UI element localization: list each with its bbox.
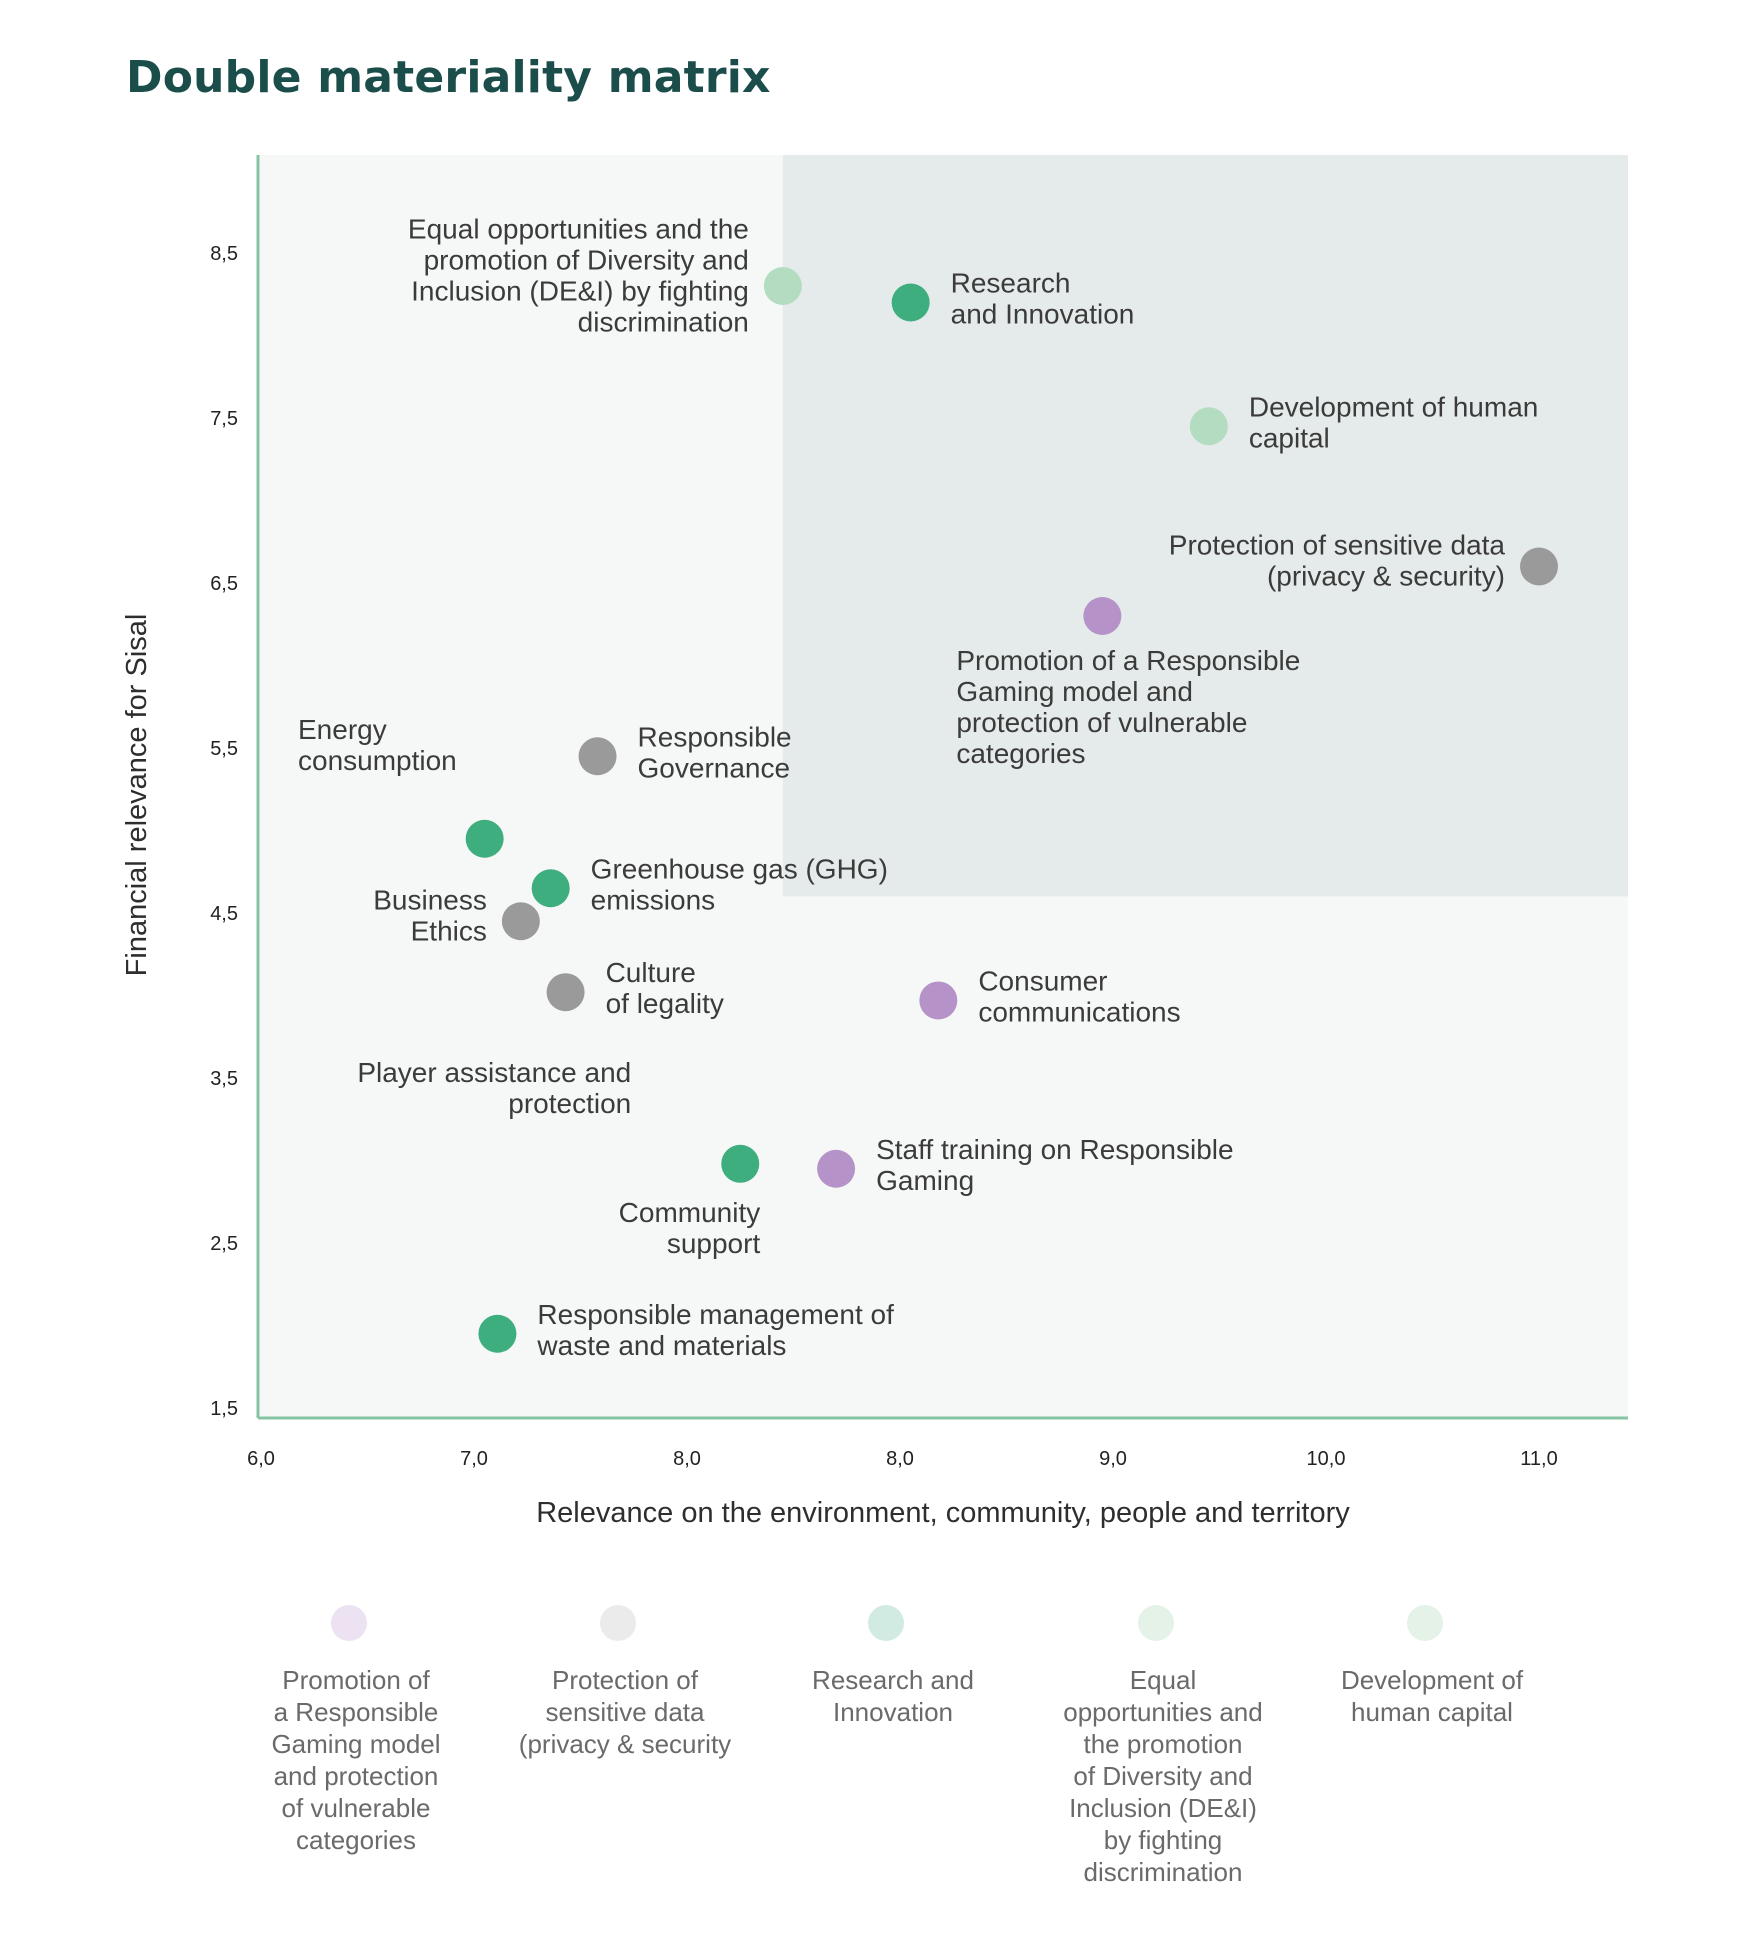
point-player-assistance <box>721 1144 760 1183</box>
legend-label: Promotion of a Responsible Gaming model … <box>271 1665 441 1855</box>
point-sensitive-data <box>1520 547 1558 586</box>
point-label-line: (privacy & security) <box>1267 561 1505 592</box>
point-label-line: protection <box>508 1088 631 1119</box>
point-label-sensitive-data: Protection of sensitive data (privacy & s… <box>1169 530 1506 592</box>
y-tick-label: 4,5 <box>210 903 238 925</box>
point-label-human-capital: Development of human capital <box>1249 391 1539 453</box>
legend-swatch <box>868 1605 904 1641</box>
point-label-energy-consumption: Energy consumption <box>298 714 457 776</box>
legend-label: Development of human capital <box>1340 1665 1524 1727</box>
legend-swatch <box>1138 1605 1174 1641</box>
y-tick-label: 1,5 <box>210 1398 238 1420</box>
point-label-player-assistance: Player assistance and protection <box>357 1057 631 1119</box>
point-equal-opportunities <box>763 267 802 305</box>
point-label-line: categories <box>956 738 1085 769</box>
point-responsible-governance <box>578 737 617 776</box>
point-label-line: emissions <box>591 884 715 915</box>
x-tick-label: 7,0 <box>460 1448 488 1470</box>
point-ghg-emissions <box>531 869 570 908</box>
point-label-line: Responsible <box>638 721 792 752</box>
point-label-line: Inclusion (DE&I) by fighting <box>411 276 749 307</box>
point-label-equal-opportunities: Equal opportunities and the promotion of … <box>408 214 749 338</box>
legend-swatch <box>331 1605 367 1641</box>
x-axis-title: Relevance on the environment, community,… <box>536 1497 1350 1529</box>
point-energy-consumption <box>465 819 504 858</box>
point-label-line: of legality <box>606 988 724 1019</box>
legend-swatch <box>600 1605 636 1641</box>
point-label-consumer-communications: Consumer communications <box>978 965 1180 1027</box>
point-label-line: Energy <box>298 714 387 745</box>
point-label-line: Ethics <box>411 915 487 946</box>
point-label-line: Gaming <box>876 1165 974 1196</box>
point-label-line: Gaming model and <box>956 676 1193 707</box>
point-label-line: and Innovation <box>951 299 1135 330</box>
point-label-line: Business <box>373 884 487 915</box>
point-label-line: discrimination <box>578 307 749 338</box>
point-human-capital <box>1189 407 1228 446</box>
y-tick-label: 3,5 <box>210 1068 238 1090</box>
y-tick-label: 2,5 <box>210 1233 238 1255</box>
legend-label: Research and Innovation <box>812 1665 974 1727</box>
point-label-line: Culture <box>606 957 696 988</box>
point-label-line: Development of human <box>1249 391 1539 422</box>
point-label-waste-materials: Responsible management of waste and mater… <box>536 1299 894 1361</box>
legend-label: Protection of sensitive data (privacy & … <box>518 1665 732 1759</box>
legend-label: Equal opportunities and the promotion of… <box>1063 1665 1263 1887</box>
x-tick-label: 8,0 <box>673 1448 701 1470</box>
y-tick-label: 6,5 <box>210 573 238 595</box>
point-label-responsible-governance: Responsible Governance <box>638 721 792 783</box>
high-materiality-quadrant <box>782 155 1628 897</box>
point-label-line: Community <box>619 1197 761 1228</box>
point-label-line: Consumer <box>978 965 1107 996</box>
point-label-line: capital <box>1249 422 1330 453</box>
point-label-line: support <box>667 1228 761 1259</box>
point-label-research-innovation: Research and Innovation <box>951 268 1135 330</box>
point-label-line: consumption <box>298 745 457 776</box>
y-tick-label: 7,5 <box>210 408 238 430</box>
point-label-line: Governance <box>638 752 791 783</box>
y-tick-label: 8,5 <box>210 243 238 265</box>
point-label-culture-legality: Culture of legality <box>606 957 724 1019</box>
y-axis-title: Financial relevance for Sisal <box>121 614 153 977</box>
point-label-community-support: Community support <box>619 1197 761 1259</box>
x-tick-label: 9,0 <box>1099 1448 1127 1470</box>
point-label-line: protection of vulnerable <box>956 707 1247 738</box>
point-label-line: Research <box>951 268 1071 299</box>
x-tick-label: 8,0 <box>886 1448 914 1470</box>
legend-swatch <box>1407 1605 1443 1641</box>
point-label-line: Promotion of a Responsible <box>956 645 1300 676</box>
y-tick-label: 5,5 <box>210 738 238 760</box>
chart-title: Double materiality matrix <box>126 52 771 103</box>
point-label-business-ethics: Business Ethics <box>373 884 487 946</box>
point-label-line: Greenhouse gas (GHG) <box>591 853 888 884</box>
x-tick-label: 11,0 <box>1520 1448 1557 1470</box>
point-staff-training <box>817 1149 856 1188</box>
x-tick-label: 10,0 <box>1307 1448 1346 1470</box>
point-label-line: Equal opportunities and the <box>408 214 749 245</box>
point-consumer-communications <box>919 981 958 1020</box>
point-label-line: Player assistance and <box>357 1057 631 1088</box>
point-label-line: communications <box>978 996 1180 1027</box>
point-business-ethics <box>501 902 540 941</box>
point-waste-materials <box>478 1314 517 1353</box>
point-research-innovation <box>891 283 930 322</box>
point-label-line: promotion of Diversity and <box>424 245 749 276</box>
point-responsible-gaming <box>1083 597 1122 635</box>
point-label-staff-training: Staff training on Responsible Gaming <box>876 1134 1234 1196</box>
point-label-line: waste and materials <box>536 1330 786 1361</box>
point-label-responsible-gaming: Promotion of a Responsible Gaming model a… <box>956 645 1300 769</box>
x-tick-label: 6,0 <box>247 1448 275 1470</box>
point-label-line: Protection of sensitive data <box>1169 530 1506 561</box>
point-label-line: Responsible management of <box>537 1299 894 1330</box>
point-label-line: Staff training on Responsible <box>876 1134 1234 1165</box>
point-culture-legality <box>546 973 585 1012</box>
point-label-ghg-emissions: Greenhouse gas (GHG) emissions <box>591 853 888 915</box>
